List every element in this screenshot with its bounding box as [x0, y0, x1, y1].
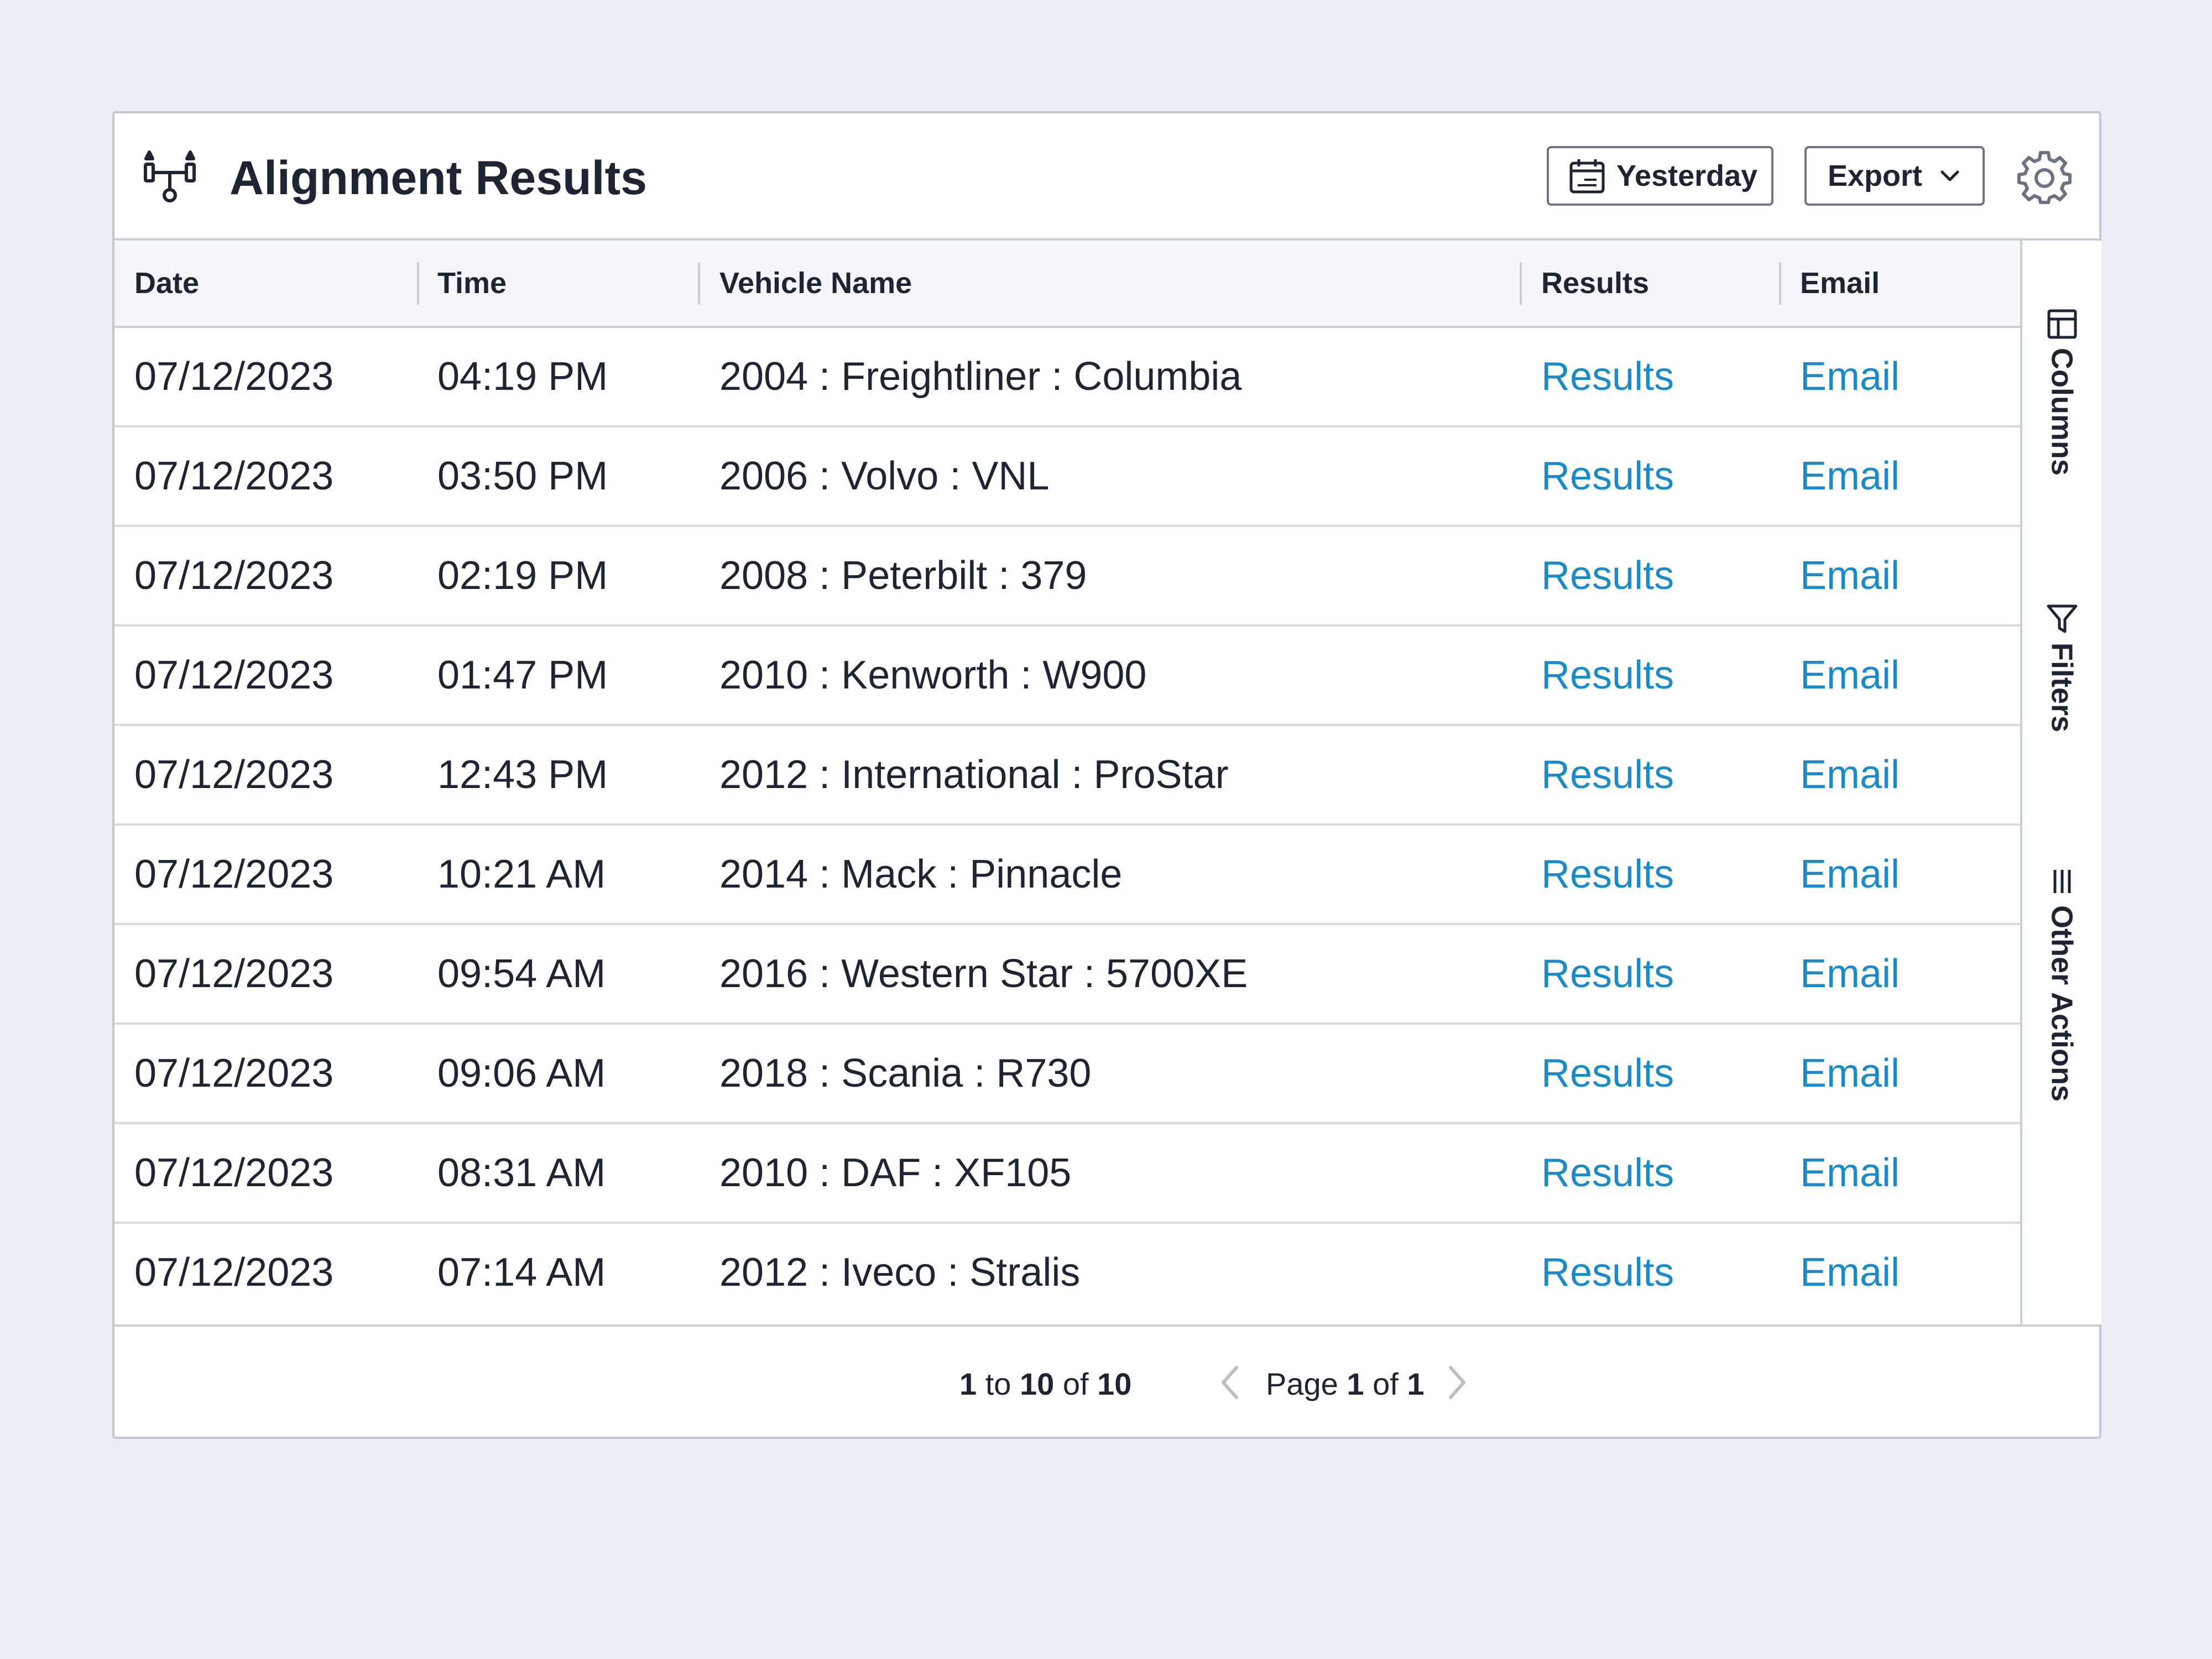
column-header-date[interactable]: Date [134, 267, 200, 300]
results-link[interactable]: Results [1541, 1151, 1674, 1195]
columns-label: Columns [2045, 348, 2079, 476]
time-cell: 02:19 PM [437, 554, 608, 598]
other-actions-label: Other Actions [2045, 905, 2079, 1102]
vehicle-name-cell: 2010 : DAF : XF105 [719, 1151, 1072, 1195]
date-cell: 07/12/2023 [134, 554, 334, 598]
date-cell: 07/12/2023 [134, 1051, 334, 1095]
pagination-bar: 1 to 10 of 10 Page 1 of 1 [114, 1324, 2099, 1437]
date-range-button[interactable]: Yesterday [1547, 146, 1773, 206]
date-cell: 07/12/2023 [134, 1151, 334, 1195]
time-cell: 04:19 PM [437, 354, 608, 399]
table-row[interactable]: 07/12/2023 12:43 PM 2012 : International :… [114, 726, 2020, 826]
results-table: Date Time Vehicle Name Results Email 07/… [114, 241, 2020, 1323]
results-link[interactable]: Results [1541, 1250, 1674, 1295]
time-cell: 09:06 AM [437, 1051, 606, 1095]
vehicle-name-cell: 2010 : Kenworth : W900 [719, 653, 1147, 697]
table-row[interactable]: 07/12/2023 10:21 AM 2014 : Mack : Pinnacle… [114, 826, 2020, 925]
results-link[interactable]: Results [1541, 354, 1674, 399]
date-cell: 07/12/2023 [134, 454, 334, 498]
calendar-icon [1569, 159, 1605, 194]
vehicle-name-cell: 2004 : Freightliner : Columbia [719, 354, 1242, 399]
table-row[interactable]: 07/12/2023 08:31 AM 2010 : DAF : XF105 Resu… [114, 1124, 2020, 1224]
time-cell: 01:47 PM [437, 653, 608, 697]
results-link[interactable]: Results [1541, 1051, 1674, 1095]
panel-header: Alignment Results Yesterday Export [114, 113, 2099, 241]
chevron-right-icon[interactable] [1436, 1363, 1475, 1402]
chevron-down-icon [1940, 170, 1959, 181]
column-header-results[interactable]: Results [1541, 267, 1650, 300]
column-header-time[interactable]: Time [437, 267, 507, 300]
side-toolbar: Columns Filters Other Actions [2020, 241, 2101, 1324]
column-resize-handle[interactable] [698, 263, 700, 305]
email-link[interactable]: Email [1800, 1051, 1900, 1095]
export-button[interactable]: Export [1804, 146, 1985, 206]
table-header: Date Time Vehicle Name Results Email [114, 241, 2020, 328]
email-link[interactable]: Email [1800, 852, 1900, 896]
alignment-results-panel: Alignment Results Yesterday Export [112, 111, 2101, 1439]
other-actions-button[interactable]: Other Actions [2022, 865, 2101, 1102]
email-link[interactable]: Email [1800, 1250, 1900, 1295]
columns-panel-button[interactable]: Columns [2022, 308, 2101, 476]
email-link[interactable]: Email [1800, 952, 1900, 996]
results-link[interactable]: Results [1541, 554, 1674, 598]
column-header-vehicle-name[interactable]: Vehicle Name [719, 267, 912, 300]
row-count-summary: 1 to 10 of 10 [959, 1366, 1132, 1401]
gear-icon[interactable] [2017, 149, 2072, 205]
email-link[interactable]: Email [1800, 454, 1900, 498]
column-header-email[interactable]: Email [1800, 267, 1880, 300]
time-cell: 03:50 PM [437, 454, 608, 498]
time-cell: 07:14 AM [437, 1250, 606, 1295]
chevron-left-icon[interactable] [1212, 1363, 1251, 1402]
vehicle-name-cell: 2012 : Iveco : Stralis [719, 1250, 1081, 1295]
table-row[interactable]: 07/12/2023 02:19 PM 2008 : Peterbilt : 379… [114, 527, 2020, 627]
page-indicator: Page 1 of 1 [1266, 1366, 1425, 1401]
date-cell: 07/12/2023 [134, 653, 334, 697]
export-label: Export [1828, 159, 1923, 192]
email-link[interactable]: Email [1800, 653, 1900, 697]
filters-label: Filters [2045, 643, 2079, 733]
vehicle-name-cell: 2018 : Scania : R730 [719, 1051, 1092, 1095]
results-link[interactable]: Results [1541, 952, 1674, 996]
time-cell: 09:54 AM [437, 952, 606, 996]
date-cell: 07/12/2023 [134, 952, 334, 996]
email-link[interactable]: Email [1800, 1151, 1900, 1195]
table-row[interactable]: 07/12/2023 09:06 AM 2018 : Scania : R730 Re… [114, 1025, 2020, 1124]
results-link[interactable]: Results [1541, 753, 1674, 797]
table-row[interactable]: 07/12/2023 07:14 AM 2012 : Iveco : Stralis… [114, 1224, 2020, 1323]
filters-panel-button[interactable]: Filters [2022, 603, 2101, 732]
email-link[interactable]: Email [1800, 354, 1900, 399]
email-link[interactable]: Email [1800, 753, 1900, 797]
results-link[interactable]: Results [1541, 454, 1674, 498]
filter-icon [2047, 604, 2077, 633]
vehicle-name-cell: 2008 : Peterbilt : 379 [719, 554, 1087, 598]
date-cell: 07/12/2023 [134, 852, 334, 896]
columns-icon [2047, 309, 2077, 339]
table-body: 07/12/2023 04:19 PM 2004 : Freightliner : … [114, 328, 2020, 1323]
date-range-label: Yesterday [1616, 159, 1758, 192]
date-cell: 07/12/2023 [134, 354, 334, 399]
page-title: Alignment Results [229, 152, 647, 205]
column-resize-handle[interactable] [1779, 263, 1781, 305]
email-link[interactable]: Email [1800, 554, 1900, 598]
vehicle-name-cell: 2012 : International : ProStar [719, 753, 1229, 797]
wheel-alignment-icon [144, 150, 196, 202]
date-cell: 07/12/2023 [134, 753, 334, 797]
vehicle-name-cell: 2006 : Volvo : VNL [719, 454, 1050, 498]
time-cell: 10:21 AM [437, 852, 606, 896]
date-cell: 07/12/2023 [134, 1250, 334, 1295]
table-row[interactable]: 07/12/2023 03:50 PM 2006 : Volvo : VNL Resu… [114, 427, 2020, 527]
vehicle-name-cell: 2014 : Mack : Pinnacle [719, 852, 1123, 896]
table-row[interactable]: 07/12/2023 01:47 PM 2010 : Kenworth : W900… [114, 627, 2020, 726]
vehicle-name-cell: 2016 : Western Star : 5700XE [719, 952, 1248, 996]
results-link[interactable]: Results [1541, 852, 1674, 896]
table-row[interactable]: 07/12/2023 04:19 PM 2004 : Freightliner : … [114, 328, 2020, 427]
menu-lines-icon [2053, 870, 2070, 893]
column-resize-handle[interactable] [1520, 263, 1522, 305]
table-row[interactable]: 07/12/2023 09:54 AM 2016 : Western Star : … [114, 925, 2020, 1025]
time-cell: 12:43 PM [437, 753, 608, 797]
column-resize-handle[interactable] [417, 263, 419, 305]
time-cell: 08:31 AM [437, 1151, 606, 1195]
results-link[interactable]: Results [1541, 653, 1674, 697]
